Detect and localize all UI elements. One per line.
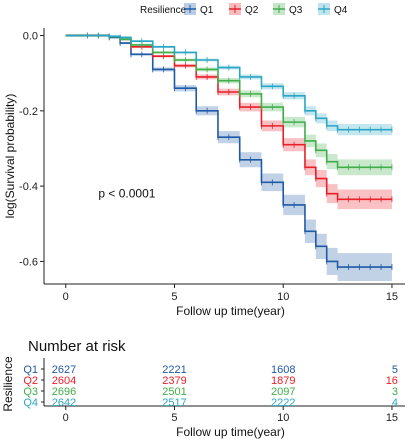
risk-value: 16: [386, 375, 398, 387]
ci-band-q2: [65, 34, 392, 210]
risk-value: 2501: [162, 386, 186, 398]
risk-value: 2221: [162, 364, 186, 376]
risk-table: Number at risk Q1 2627 2221 1608 5 Q2 2604 2379 1…: [1, 338, 405, 439]
risk-value: 2517: [162, 397, 186, 409]
risk-x-tick-label: 15: [386, 412, 398, 424]
survival-lines: [65, 32, 393, 271]
legend-label-q3: Q3: [289, 5, 303, 16]
legend-label-q2: Q2: [245, 5, 259, 16]
x-tick-label: 15: [386, 291, 398, 303]
risk-row-label-q3: Q3: [23, 386, 38, 398]
risk-value: 2604: [52, 375, 76, 387]
risk-row-label-q2: Q2: [23, 375, 38, 387]
ci-band-q4: [65, 34, 392, 136]
risk-x-tick-label: 0: [63, 412, 69, 424]
risk-value: 2222: [271, 397, 295, 409]
risk-value: 2627: [52, 364, 76, 376]
legend: Resilience Q1 Q2 Q3 Q4: [140, 3, 348, 16]
risk-value: 2097: [271, 386, 295, 398]
risk-value: 3: [392, 386, 398, 398]
survival-line-q3: [65, 34, 392, 169]
risk-x-tick-label: 5: [171, 412, 177, 424]
x-tick-label: 10: [277, 291, 289, 303]
legend-title: Resilience: [140, 5, 187, 16]
risk-value: 2642: [52, 397, 76, 409]
y-tick-label: -0.2: [19, 106, 38, 118]
ci-band-q1: [65, 34, 392, 281]
risk-value: 2379: [162, 375, 186, 387]
risk-x-tick-label: 10: [277, 412, 289, 424]
risk-table-title: Number at risk: [28, 338, 126, 355]
risk-value: 4: [392, 397, 398, 409]
risk-value: 1879: [271, 375, 295, 387]
risk-y-axis-title: Resilience: [1, 356, 15, 412]
x-tick-label: 0: [63, 291, 69, 303]
p-value-annotation: p < 0.0001: [98, 186, 155, 200]
risk-value: 5: [392, 364, 398, 376]
main-axes: 0.0 -0.2 -0.4 -0.6 0 5 10 15 Follow up time(year…: [3, 28, 405, 318]
y-axis-title: log(Survival probability): [3, 94, 17, 219]
risk-x-axis-title: Follow up time(year): [176, 425, 285, 439]
y-tick-label: -0.6: [19, 256, 38, 268]
risk-value: 1608: [271, 364, 295, 376]
risk-value: 2696: [52, 386, 76, 398]
x-axis-title: Follow up time(year): [176, 304, 285, 318]
risk-row-label-q1: Q1: [23, 364, 38, 376]
confidence-bands: [65, 34, 392, 281]
y-tick-label: 0.0: [23, 31, 38, 43]
y-tick-label: -0.4: [19, 181, 38, 193]
legend-label-q1: Q1: [200, 5, 214, 16]
ci-band-q3: [65, 34, 392, 176]
legend-label-q4: Q4: [334, 5, 348, 16]
x-tick-label: 5: [171, 291, 177, 303]
risk-row-label-q4: Q4: [23, 397, 38, 409]
